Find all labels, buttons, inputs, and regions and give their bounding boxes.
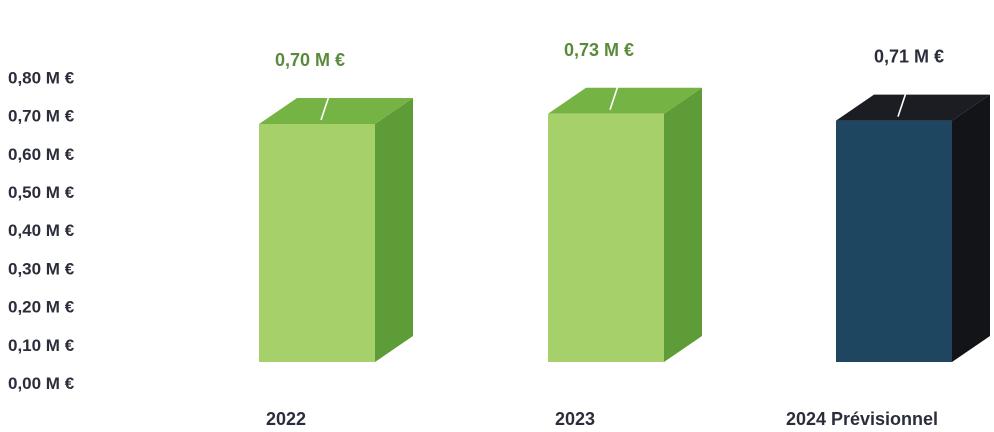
data-label-leader-line: [897, 68, 915, 117]
data-label: 0,73 M €: [564, 40, 634, 60]
y-tick-label: 0,10 M €: [8, 336, 75, 355]
y-tick-label: 0,40 M €: [8, 221, 75, 240]
bar-2023: [548, 61, 702, 363]
y-tick-label: 0,80 M €: [8, 68, 75, 87]
data-label-leader-line: [609, 61, 627, 111]
bar-side-face: [952, 94, 990, 362]
x-category-label: 2022: [266, 409, 306, 429]
bar-side-face: [375, 98, 413, 362]
bar-front-face: [548, 113, 664, 362]
bar-front-face: [836, 120, 952, 362]
bar-2024: [836, 68, 990, 362]
bar-2022: [259, 71, 413, 362]
y-tick-label: 0,00 M €: [8, 374, 75, 393]
bar-front-face: [259, 124, 375, 362]
data-label-leader-line: [320, 71, 338, 121]
y-tick-label: 0,30 M €: [8, 259, 75, 278]
bar-top-face: [836, 94, 990, 121]
data-label: 0,71 M €: [874, 47, 944, 67]
bars: [259, 61, 990, 363]
y-tick-label: 0,60 M €: [8, 145, 75, 164]
bar-top-face: [548, 87, 702, 114]
bar-top-face: [259, 98, 413, 124]
data-labels: 0,70 M € 0,73 M € 0,71 M €: [275, 40, 944, 70]
bar-side-face: [664, 87, 702, 363]
y-tick-label: 0,50 M €: [8, 183, 75, 202]
x-category-label: 2023: [555, 409, 595, 429]
x-axis-category-labels: 2022 2023 2024 Prévisionnel: [266, 409, 938, 429]
data-label: 0,70 M €: [275, 50, 345, 70]
y-tick-label: 0,20 M €: [8, 298, 75, 317]
y-tick-label: 0,70 M €: [8, 107, 75, 126]
x-category-label: 2024 Prévisionnel: [786, 409, 938, 429]
y-axis-tick-labels: 0,80 M € 0,70 M € 0,60 M € 0,50 M € 0,40 M €…: [8, 68, 75, 393]
